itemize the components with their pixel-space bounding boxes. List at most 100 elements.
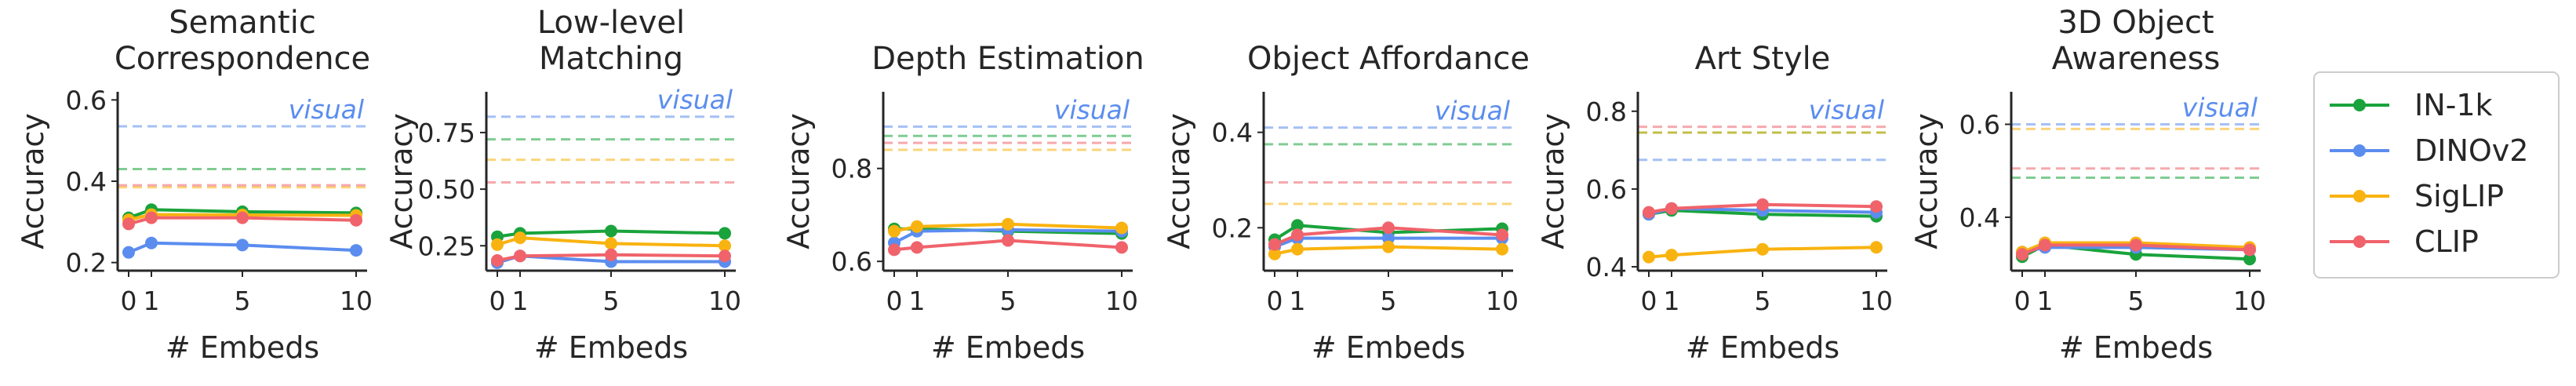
series-line-siglip [1274,245,1503,256]
series-line-clip [128,216,357,226]
data-point-clip [2130,239,2142,252]
y-tick-label: 0.6 [1586,174,1627,205]
subplot-title-line1: Low-level [537,5,685,41]
x-tick-label: 10 [340,286,373,316]
data-point-siglip [1382,240,1395,253]
subplot-3: Depth Estimation visual 0.6 0.8 0 1 5 10 # Embed… [781,41,1144,365]
y-axis-label: Accuracy [16,113,50,249]
data-point-in-1k [1291,219,1304,232]
data-point-siglip [1643,250,1655,264]
x-tick-label: 0 [2014,286,2031,316]
series-line-siglip [497,236,726,248]
x-axis-label: # Embeds [1686,330,1839,365]
data-point-clip [2016,248,2028,261]
y-tick-label: 0.6 [66,85,107,115]
y-tick-label: 0.6 [831,246,872,277]
x-tick-label: 1 [512,286,529,316]
y-tick-label: 0.8 [831,154,872,184]
data-point-siglip [1756,242,1769,256]
subplot-title-line2: Awareness [2052,41,2221,77]
x-tick-label: 10 [1105,286,1138,316]
data-point-clip [1496,228,1508,242]
series-line-clip [497,253,726,262]
subplot-title-line2: Depth Estimation [871,41,1144,77]
subplot-title-line1: 3D Object [2058,5,2214,41]
x-tick-label: 0 [1641,286,1657,316]
visual-label: visual [657,85,733,115]
data-point-clip [1643,206,1655,219]
data-point-clip [122,217,135,231]
series-line-clip [1274,226,1503,246]
x-tick-label: 10 [1860,286,1893,316]
data-point-siglip [605,237,617,250]
series-line-dinov2 [128,241,357,254]
legend-marker [2353,190,2366,202]
x-tick-label: 0 [121,286,137,316]
data-point-clip [1382,221,1395,235]
data-point-clip [350,213,362,227]
x-tick-label: 5 [1755,286,1771,316]
visual-label: visual [289,94,364,125]
data-point-in-1k [605,224,617,238]
x-tick-label: 1 [909,286,926,316]
y-tick-label: 0.8 [1586,96,1627,127]
x-tick-label: 5 [2128,286,2145,316]
visual-label: visual [1054,94,1130,125]
data-point-siglip [1268,247,1281,260]
data-point-siglip [1496,242,1508,256]
y-axis-label: Accuracy [781,113,816,249]
x-tick-label: 1 [1290,286,1306,316]
series-line-siglip [1648,246,1877,259]
y-tick-label: 0.4 [1959,202,2000,233]
data-point-clip [2243,243,2256,257]
data-point-clip [888,243,901,257]
x-tick-label: 5 [603,286,620,316]
data-point-siglip [1291,242,1304,256]
x-tick-label: 10 [2233,286,2266,316]
data-point-clip [236,211,249,224]
series-line-clip [2021,243,2250,257]
subplot-title-line2: Matching [539,41,683,77]
series-line-in-1k [497,229,726,239]
data-point-clip [1665,202,1678,215]
series-line-siglip [2021,241,2250,254]
data-point-clip [1291,228,1304,242]
subplot-title-line2: Correspondence [115,41,370,77]
legend-marker [2353,235,2366,248]
y-axis-label: Accuracy [1536,113,1570,249]
legend-marker [2353,99,2366,111]
data-point-clip [1756,198,1769,211]
x-axis-label: # Embeds [2059,330,2213,365]
data-point-clip [1870,200,1883,213]
data-point-clip [145,211,158,224]
y-tick-label: 0.25 [418,231,475,261]
x-tick-label: 10 [708,286,741,316]
x-tick-label: 1 [1664,286,1680,316]
legend-label: SigLIP [2414,179,2504,213]
data-point-siglip [911,220,923,233]
data-point-clip [514,249,526,263]
data-point-dinov2 [145,236,158,249]
series-line-clip [893,239,1122,252]
data-point-in-1k [2243,253,2256,266]
y-axis-label: Accuracy [384,113,419,249]
x-tick-label: 1 [2037,286,2054,316]
series-line-siglip [128,213,357,222]
data-point-clip [1268,238,1281,251]
visual-label: visual [2182,92,2258,122]
data-point-dinov2 [236,239,249,252]
data-point-dinov2 [350,244,362,257]
legend: IN-1k DINOv2 SigLIP CLIP [2313,71,2560,279]
data-point-siglip [719,239,731,253]
subplot-title-line2: Object Affordance [1247,41,1530,77]
data-point-siglip [1665,249,1678,262]
x-tick-label: 5 [1000,286,1017,316]
data-point-dinov2 [122,246,135,259]
data-point-siglip [888,224,901,238]
data-point-siglip [1870,241,1883,254]
subplot-4: Object Affordance visual 0.2 0.4 0 1 5 10 # Embe… [1162,41,1530,365]
x-tick-label: 0 [1267,286,1283,316]
